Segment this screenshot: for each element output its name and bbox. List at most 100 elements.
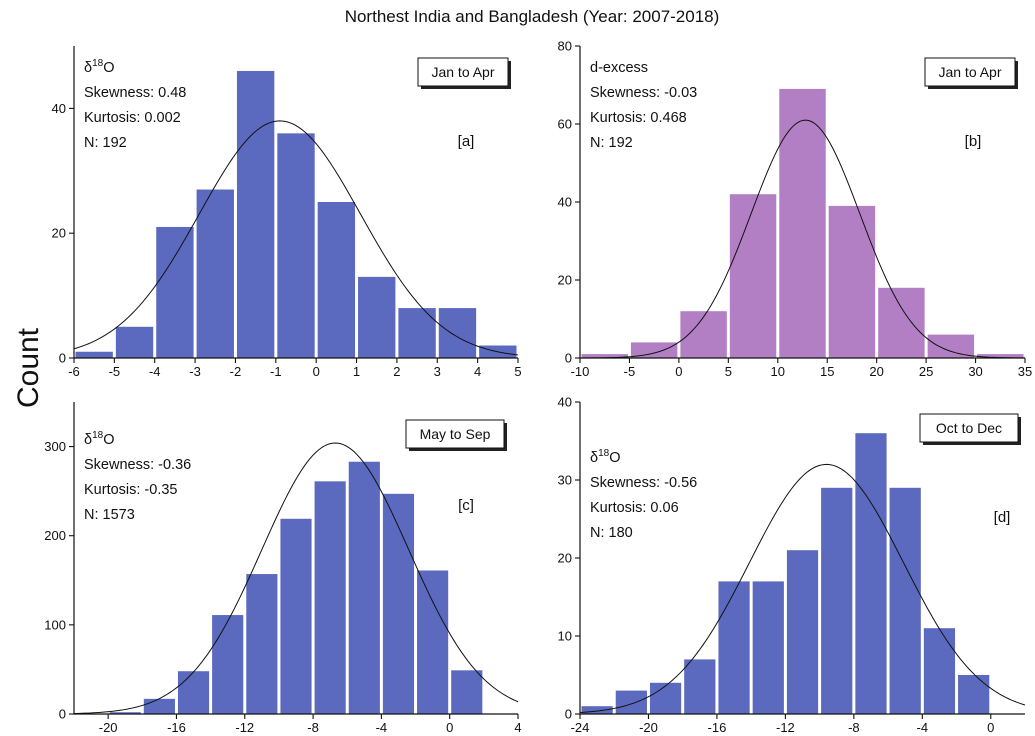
normal-fit-curve xyxy=(73,442,519,715)
panel-tag: [a] xyxy=(458,133,475,150)
y-tick-label: 80 xyxy=(558,39,572,54)
y-tick-label: 200 xyxy=(44,528,66,543)
histogram-bar xyxy=(779,88,826,359)
y-tick-label: 0 xyxy=(59,351,66,366)
x-tick-label: -10 xyxy=(571,364,590,379)
x-tick-label: -8 xyxy=(307,720,319,735)
normal-fit-curve xyxy=(579,119,1026,359)
period-box xyxy=(405,419,505,449)
period-label: May to Sep xyxy=(420,426,491,442)
histogram-bar xyxy=(729,194,777,358)
histogram-panel: -20 -16 -12 -8 -4 0 4 0 100 200 300 δ18O Skewness: -… xyxy=(44,402,522,735)
x-tick-label: -2 xyxy=(230,364,242,379)
y-tick-label: 40 xyxy=(52,101,66,116)
histogram-bar xyxy=(977,354,1024,358)
sample-size-label: N: 180 xyxy=(590,525,633,541)
panel-tag: [c] xyxy=(458,497,474,514)
x-tick-label: 15 xyxy=(820,364,834,379)
x-tick-label: 1 xyxy=(353,364,360,379)
histogram-bar xyxy=(927,334,975,358)
x-tick-label: -12 xyxy=(235,720,254,735)
histogram-bar xyxy=(855,433,887,714)
histogram-bar xyxy=(923,628,956,714)
x-tick-label: -16 xyxy=(167,720,186,735)
panel-tag: [b] xyxy=(965,133,982,150)
histogram-panel: -24 -20 -16 -12 -8 -4 0 0 10 20 30 40 δ18O Skewness: … xyxy=(558,395,1026,735)
x-tick-label: 0 xyxy=(446,720,453,735)
y-tick-label: 20 xyxy=(52,226,66,241)
x-tick-label: 0 xyxy=(313,364,320,379)
sample-size-label: N: 192 xyxy=(590,135,633,151)
skewness-label: Skewness: -0.36 xyxy=(84,457,191,473)
y-tick-label: 20 xyxy=(558,273,572,288)
x-tick-label: -4 xyxy=(376,720,388,735)
x-tick-label: -16 xyxy=(708,720,727,735)
histogram-bar xyxy=(317,202,356,358)
period-box xyxy=(919,413,1019,443)
x-tick-label: -24 xyxy=(571,720,590,735)
y-tick-label: 0 xyxy=(565,707,572,722)
histogram-bar xyxy=(348,461,380,714)
y-tick-label: 60 xyxy=(558,117,572,132)
x-tick-label: 5 xyxy=(514,364,521,379)
normal-fit-curve xyxy=(579,463,1026,714)
histogram-bar xyxy=(236,70,275,359)
x-tick-label: 0 xyxy=(675,364,682,379)
x-tick-label: 4 xyxy=(514,720,521,735)
y-tick-label: 30 xyxy=(558,473,572,488)
y-tick-label: 0 xyxy=(565,351,572,366)
period-box xyxy=(417,57,509,87)
kurtosis-label: Kurtosis: 0.06 xyxy=(590,500,679,516)
sample-size-label: N: 1573 xyxy=(84,507,135,523)
x-tick-label: -20 xyxy=(639,720,658,735)
kurtosis-label: Kurtosis: 0.468 xyxy=(590,110,687,126)
x-tick-label: 35 xyxy=(1018,364,1032,379)
panel-tag: [d] xyxy=(994,509,1011,526)
x-tick-label: 10 xyxy=(771,364,785,379)
histogram-bar xyxy=(958,675,990,714)
y-tick-label: 40 xyxy=(558,395,572,410)
x-tick-label: -1 xyxy=(270,364,282,379)
histogram-bar xyxy=(438,308,477,358)
histogram-bar xyxy=(109,712,141,714)
x-tick-label: 4 xyxy=(474,364,481,379)
histogram-bar xyxy=(718,581,750,714)
figure-title: Northest India and Bangladesh (Year: 200… xyxy=(345,7,720,26)
histogram-panel: -6 -5 -4 -3 -2 -1 0 1 2 3 4 5 0 20 40 δ18O Skewness: 0.4… xyxy=(52,46,522,379)
histogram-panel: -10 -5 0 5 10 15 20 25 30 35 0 20 40 60 80 d-excess Skew… xyxy=(558,39,1033,380)
x-tick-label: 3 xyxy=(434,364,441,379)
y-tick-label: 40 xyxy=(558,195,572,210)
y-tick-label: 100 xyxy=(44,617,66,632)
variable-label: d-excess xyxy=(590,60,648,76)
x-tick-label: 0 xyxy=(987,720,994,735)
y-tick-label: 10 xyxy=(558,629,572,644)
x-tick-label: -5 xyxy=(109,364,121,379)
histogram-bar xyxy=(821,487,853,714)
x-tick-label: -4 xyxy=(149,364,161,379)
x-tick-label: -3 xyxy=(189,364,201,379)
histogram-bar xyxy=(314,481,346,714)
histogram-bar xyxy=(212,615,244,714)
x-tick-label: 20 xyxy=(869,364,883,379)
histogram-bar xyxy=(196,189,234,358)
x-tick-label: 5 xyxy=(725,364,732,379)
x-tick-label: -12 xyxy=(776,720,795,735)
kurtosis-label: Kurtosis: 0.002 xyxy=(84,110,181,126)
histogram-bar xyxy=(828,205,876,358)
x-tick-label: 25 xyxy=(919,364,933,379)
histogram-bar xyxy=(630,342,678,358)
y-tick-label: 0 xyxy=(59,707,66,722)
histogram-bar xyxy=(786,550,819,714)
x-tick-label: -20 xyxy=(99,720,118,735)
x-tick-label: -6 xyxy=(68,364,80,379)
sample-size-label: N: 192 xyxy=(84,135,127,151)
histogram-bar xyxy=(581,354,628,358)
histogram-bar xyxy=(75,351,113,358)
x-tick-label: -4 xyxy=(917,720,929,735)
histogram-bar xyxy=(752,581,784,714)
x-tick-label: -5 xyxy=(624,364,636,379)
skewness-label: Skewness: -0.03 xyxy=(590,85,697,101)
histogram-bar xyxy=(277,133,315,358)
histogram-bar xyxy=(382,493,415,714)
